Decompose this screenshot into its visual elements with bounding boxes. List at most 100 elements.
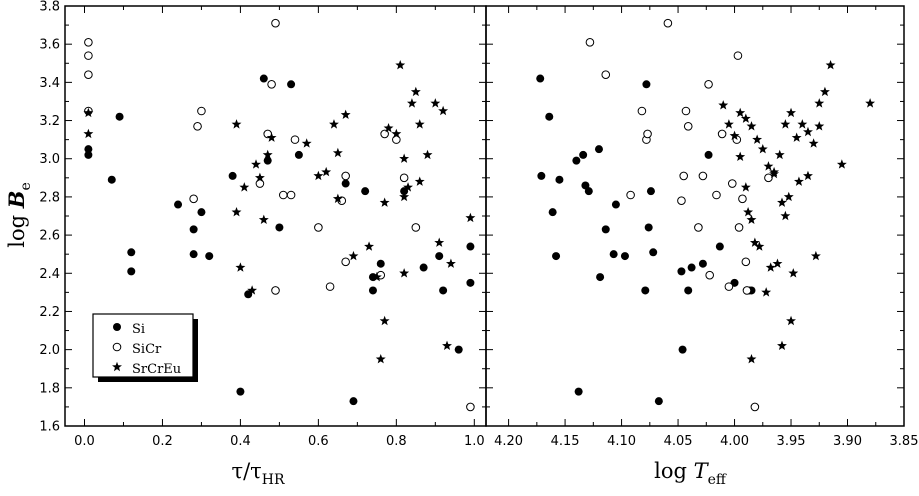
left-point-filled-circle-17 bbox=[287, 80, 296, 89]
left-point-star-0 bbox=[83, 128, 94, 139]
left-x-tick-label-1: 0.2 bbox=[152, 434, 173, 449]
left-point-star-9 bbox=[258, 214, 269, 225]
right-x-tick-label-3: 4.05 bbox=[664, 434, 693, 449]
right-point-filled-circle-27 bbox=[704, 150, 713, 159]
left-point-filled-circle-16 bbox=[275, 223, 284, 232]
y-tick-label-9: 3.4 bbox=[39, 76, 60, 91]
right-point-star-30 bbox=[772, 258, 783, 268]
right-point-open-circle-0 bbox=[585, 37, 595, 47]
right-point-filled-circle-20 bbox=[649, 248, 658, 257]
left-point-star-5 bbox=[239, 182, 250, 192]
right-point-filled-circle-25 bbox=[687, 263, 696, 272]
left-point-star-40 bbox=[442, 340, 452, 351]
right-point-star-18 bbox=[865, 98, 876, 108]
left-point-open-circle-18 bbox=[341, 257, 350, 267]
left-point-open-circle-13 bbox=[286, 190, 296, 200]
left-point-filled-circle-5 bbox=[127, 267, 136, 276]
y-axis-title-italic: B bbox=[4, 191, 29, 210]
left-point-open-circle-12 bbox=[278, 190, 288, 200]
right-point-filled-circle-24 bbox=[684, 286, 693, 295]
left-point-filled-circle-30 bbox=[466, 278, 475, 287]
right-x-axis-title-main: log bbox=[654, 459, 693, 483]
y-tick-label-3: 2.2 bbox=[39, 305, 60, 320]
left-point-filled-circle-10 bbox=[205, 252, 214, 261]
right-point-filled-circle-32 bbox=[574, 387, 583, 396]
right-point-star-14 bbox=[814, 98, 825, 108]
left-point-star-31 bbox=[403, 182, 413, 192]
right-point-open-circle-5 bbox=[643, 129, 652, 139]
right-point-filled-circle-15 bbox=[620, 252, 629, 261]
right-point-filled-circle-18 bbox=[644, 223, 653, 232]
right-point-filled-circle-9 bbox=[584, 187, 593, 196]
right-x-tick-label-6: 3.90 bbox=[833, 434, 862, 449]
y-tick-label-7: 3.0 bbox=[39, 152, 60, 167]
right-point-star-8 bbox=[780, 119, 791, 129]
y-tick-label-2: 2.0 bbox=[39, 343, 60, 358]
right-point-filled-circle-21 bbox=[654, 397, 663, 406]
right-point-open-circle-22 bbox=[738, 194, 747, 204]
y-tick-label-6: 2.8 bbox=[39, 190, 60, 205]
left-point-star-20 bbox=[364, 241, 374, 251]
left-point-star-14 bbox=[321, 166, 332, 177]
left-point-open-circle-25 bbox=[466, 402, 475, 412]
right-point-star-9 bbox=[786, 107, 796, 118]
right-point-star-35 bbox=[788, 268, 799, 278]
right-point-star-29 bbox=[765, 262, 776, 272]
right-point-star-32 bbox=[780, 210, 791, 221]
left-point-star-16 bbox=[332, 147, 343, 158]
y-tick-label-4: 2.4 bbox=[39, 267, 60, 282]
right-point-star-28 bbox=[761, 287, 772, 297]
left-x-tick-label-4: 0.8 bbox=[386, 434, 407, 449]
right-point-star-20 bbox=[723, 119, 734, 129]
right-point-open-circle-7 bbox=[677, 196, 686, 206]
left-x-axis-title-sub: HR bbox=[262, 472, 285, 488]
left-point-star-6 bbox=[247, 285, 258, 295]
right-x-tick-label-0: 4.20 bbox=[494, 434, 523, 449]
right-point-filled-circle-6 bbox=[572, 156, 581, 165]
right-point-filled-circle-26 bbox=[698, 259, 707, 268]
right-point-filled-circle-2 bbox=[545, 112, 554, 121]
left-x-axis-title: τ/τHR bbox=[231, 459, 285, 488]
left-point-filled-circle-31 bbox=[466, 242, 475, 251]
left-point-filled-circle-24 bbox=[376, 259, 385, 268]
right-point-open-circle-25 bbox=[750, 402, 760, 412]
left-point-open-circle-1 bbox=[84, 51, 93, 60]
left-point-star-25 bbox=[383, 122, 394, 133]
left-point-star-8 bbox=[254, 172, 265, 183]
left-point-star-1 bbox=[83, 107, 94, 118]
left-point-filled-circle-18 bbox=[294, 150, 303, 159]
left-point-star-36 bbox=[422, 149, 433, 160]
right-point-filled-circle-16 bbox=[641, 286, 650, 295]
y-tick-label-10: 3.6 bbox=[39, 38, 60, 53]
left-point-star-33 bbox=[410, 86, 421, 97]
left-x-axis-title-main: τ/τ bbox=[231, 459, 261, 483]
right-series bbox=[536, 18, 876, 412]
legend-label-si: Si bbox=[132, 322, 145, 337]
left-point-filled-circle-0 bbox=[84, 150, 93, 159]
left-point-star-15 bbox=[329, 119, 339, 129]
left-point-open-circle-19 bbox=[341, 171, 350, 181]
left-point-star-22 bbox=[375, 353, 386, 364]
right-point-star-24 bbox=[743, 206, 754, 217]
right-point-open-circle-16 bbox=[717, 129, 727, 139]
right-point-star-31 bbox=[777, 197, 787, 207]
left-ticks: 0.0 0.2 0.4 0.6 0.8 1.0 1.6 1.8 2.0 2.2 2.4 2.6 2.8 3… bbox=[39, 0, 486, 449]
left-point-star-42 bbox=[465, 212, 476, 223]
left-point-star-23 bbox=[379, 315, 390, 326]
right-point-star-0 bbox=[735, 107, 746, 118]
right-point-filled-circle-4 bbox=[552, 252, 561, 261]
left-point-filled-circle-19 bbox=[341, 179, 350, 188]
left-point-open-circle-23 bbox=[399, 173, 409, 183]
right-point-star-36 bbox=[793, 176, 804, 186]
right-point-star-27 bbox=[754, 241, 765, 251]
right-point-open-circle-12 bbox=[698, 171, 708, 181]
left-point-filled-circle-23 bbox=[368, 286, 377, 295]
left-point-filled-circle-7 bbox=[189, 225, 198, 234]
left-point-open-circle-15 bbox=[314, 223, 323, 232]
left-point-open-circle-21 bbox=[380, 129, 389, 139]
right-plot-frame bbox=[485, 5, 905, 427]
right-point-open-circle-14 bbox=[705, 270, 714, 280]
right-point-filled-circle-19 bbox=[646, 187, 655, 196]
left-point-star-27 bbox=[395, 59, 406, 70]
